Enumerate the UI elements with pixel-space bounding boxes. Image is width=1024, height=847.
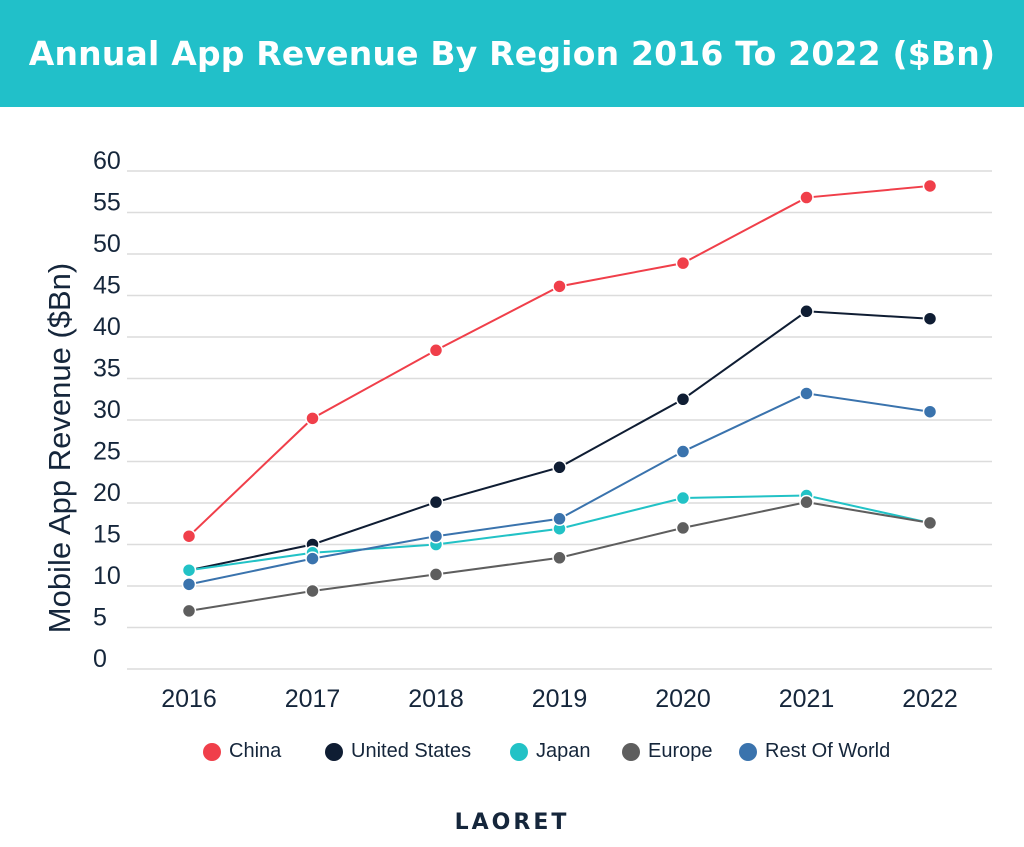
point-europe-2021 (799, 494, 814, 510)
point-united-states-2019 (552, 460, 567, 475)
point-rest-of-world-2016 (181, 577, 197, 592)
point-rest-of-world-2017 (305, 551, 320, 566)
y-axis-label: Mobile App Revenue ($Bn) (42, 263, 77, 634)
point-china-2022 (922, 178, 938, 194)
point-china-2020 (675, 255, 691, 271)
series-europe (181, 494, 938, 619)
y-tick-label: 20 (93, 479, 121, 507)
legend: China United States Japan Europe Rest Of Wor… (0, 740, 1024, 774)
x-tick-label: 2017 (285, 685, 341, 713)
point-united-states-2022 (922, 311, 938, 326)
legend-item: Rest Of World (739, 740, 890, 763)
point-europe-2017 (305, 583, 320, 599)
point-rest-of-world-2019 (552, 511, 567, 527)
legend-label: Rest Of World (765, 740, 891, 762)
point-europe-2016 (181, 603, 197, 619)
chart-title: Annual App Revenue By Region 2016 To 202… (28, 34, 996, 73)
x-tick-label: 2022 (902, 685, 958, 713)
legend-swatch (739, 742, 757, 761)
y-axis-ticks: 0 5 10 15 20 25 30 35 40 45 50 55 60 (93, 147, 121, 673)
series-rest-of-world (181, 386, 938, 592)
point-china-2017 (305, 411, 320, 426)
point-united-states-2018 (428, 494, 444, 510)
point-europe-2022 (922, 515, 938, 531)
x-axis-ticks: 2016 2017 2018 2019 2020 2021 2022 (161, 685, 958, 713)
point-europe-2018 (428, 567, 444, 582)
y-tick-label: 10 (93, 562, 121, 590)
point-japan-2020 (675, 490, 691, 506)
point-rest-of-world-2021 (799, 386, 814, 401)
point-europe-2019 (552, 550, 567, 566)
legend-label: Japan (536, 740, 591, 762)
legend-label: Europe (648, 740, 713, 762)
y-tick-label: 25 (93, 438, 121, 466)
x-tick-label: 2020 (655, 685, 711, 713)
y-tick-label: 40 (93, 313, 121, 341)
x-tick-label: 2016 (161, 685, 217, 713)
legend-item: China (203, 740, 281, 763)
legend-label: China (229, 740, 282, 762)
grid-lines (127, 170, 992, 670)
series-china (181, 178, 938, 544)
legend-item: Japan (510, 740, 591, 763)
point-europe-2020 (675, 520, 691, 536)
legend-item: United States (325, 740, 471, 763)
y-tick-label: 60 (93, 147, 121, 175)
point-china-2019 (552, 279, 567, 294)
x-tick-label: 2018 (408, 685, 464, 713)
y-tick-label: 0 (93, 645, 107, 673)
point-united-states-2021 (799, 304, 814, 319)
legend-label: United States (351, 740, 472, 762)
point-china-2016 (181, 528, 197, 544)
y-tick-label: 30 (93, 396, 121, 424)
series-line-china (188, 184, 931, 537)
y-tick-label: 45 (93, 272, 121, 300)
point-japan-2016 (181, 562, 197, 578)
series-united-states (181, 304, 938, 578)
y-tick-label: 35 (93, 355, 121, 383)
series-group (181, 178, 938, 619)
x-tick-label: 2019 (532, 685, 588, 713)
point-china-2021 (799, 190, 814, 205)
point-united-states-2020 (675, 392, 691, 407)
title-banner: Annual App Revenue By Region 2016 To 202… (0, 0, 1024, 107)
point-china-2018 (428, 343, 444, 358)
point-rest-of-world-2020 (675, 444, 691, 459)
legend-swatch (510, 742, 528, 761)
point-rest-of-world-2022 (922, 404, 938, 419)
point-rest-of-world-2018 (428, 528, 444, 544)
y-tick-label: 5 (93, 604, 107, 632)
legend-swatch (325, 742, 343, 761)
legend-item: Europe (622, 740, 713, 763)
y-tick-label: 15 (93, 521, 121, 549)
legend-swatch (622, 742, 640, 761)
legend-swatch (203, 742, 221, 761)
x-tick-label: 2021 (779, 685, 835, 713)
y-tick-label: 55 (93, 189, 121, 217)
y-tick-label: 50 (93, 230, 121, 258)
brand-logo: LAORET (454, 810, 570, 835)
